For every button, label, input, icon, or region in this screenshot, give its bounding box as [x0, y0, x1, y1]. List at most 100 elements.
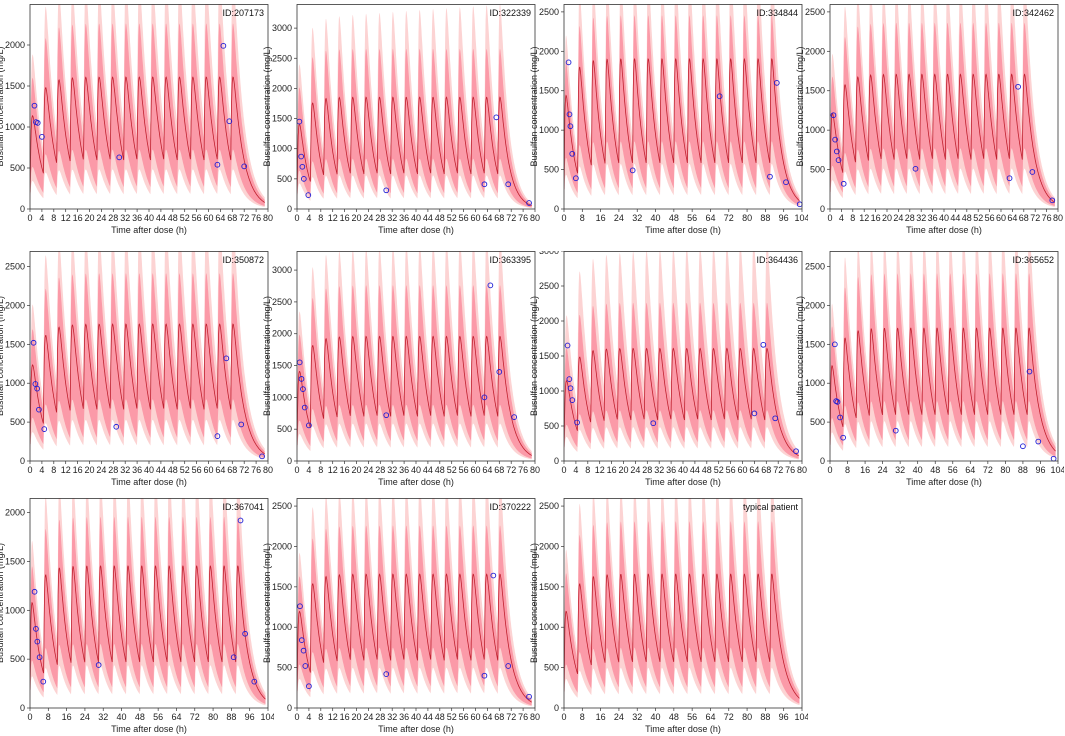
x-tick-label: 76 [518, 213, 528, 223]
x-tick-label: 16 [596, 712, 606, 722]
x-tick-label: 72 [983, 465, 993, 475]
x-tick-label: 40 [651, 213, 661, 223]
y-tick-label: 500 [544, 421, 559, 431]
x-tick-label: 64 [965, 465, 975, 475]
x-tick-label: 60 [737, 465, 747, 475]
x-tick-label: 56 [459, 712, 469, 722]
observed-point [259, 453, 265, 460]
x-tick-label: 0 [27, 712, 32, 722]
x-tick-label: 20 [882, 213, 892, 223]
observed-point [32, 381, 39, 387]
panel-id-label: ID:367041 [222, 502, 264, 512]
x-tick-label: 76 [251, 465, 261, 475]
plot-area [30, 4, 265, 207]
x-tick-label: 8 [318, 712, 323, 722]
x-tick-label: 48 [930, 465, 940, 475]
observed-point [716, 93, 723, 100]
y-tick-label: 1500 [272, 582, 292, 592]
observed-point [835, 157, 842, 163]
x-tick-label: 64 [1007, 213, 1017, 223]
y-tick-label: 1500 [272, 114, 292, 124]
observed-point [300, 386, 306, 392]
x-tick-label: 72 [773, 465, 783, 475]
x-tick-label: 12 [328, 213, 338, 223]
x-tick-label: 40 [411, 465, 421, 475]
x-tick-label: 80 [530, 465, 540, 475]
x-tick-label: 72 [724, 712, 734, 722]
x-tick-label: 104 [1050, 465, 1064, 475]
observed-point [751, 410, 758, 417]
inner-prediction-band [297, 48, 532, 208]
y-axis-label: Busulfan concentration (mg/L) [530, 46, 539, 166]
y-tick-label: 1500 [539, 86, 559, 96]
y-tick-label: 1500 [805, 339, 825, 349]
y-tick-label: 2000 [539, 316, 559, 326]
plot-area [30, 251, 265, 459]
x-tick-label: 32 [387, 213, 397, 223]
y-tick-label: 1000 [272, 144, 292, 154]
x-tick-label: 80 [208, 712, 218, 722]
x-tick-label: 68 [761, 465, 771, 475]
observed-point [772, 415, 779, 422]
x-tick-label: 28 [375, 465, 385, 475]
plot-frame [563, 498, 803, 709]
observed-point [39, 133, 45, 140]
observed-point [567, 123, 574, 130]
observed-point [564, 342, 571, 349]
observed-point [840, 180, 847, 187]
x-tick-label: 8 [51, 213, 56, 223]
y-tick-label: 1000 [539, 125, 559, 135]
x-tick-label: 48 [702, 465, 712, 475]
observed-point [36, 406, 42, 413]
y-tick-label: 0 [554, 204, 559, 214]
x-tick-label: 68 [1019, 213, 1029, 223]
x-tick-label: 96 [245, 712, 255, 722]
observed-point [566, 376, 573, 382]
x-tick-label: 104 [794, 213, 808, 223]
plot-frame [829, 251, 1059, 462]
x-tick-label: 0 [827, 213, 832, 223]
x-tick-label: 88 [760, 712, 770, 722]
inner-prediction-band [830, 273, 1056, 457]
x-tick-label: 64 [749, 465, 759, 475]
x-tick-label: 0 [27, 465, 32, 475]
y-tick-label: 500 [10, 417, 25, 427]
y-axis-label: Busulfan concentration (mg/L) [796, 46, 805, 166]
y-tick-label: 2000 [5, 300, 25, 310]
y-tick-label: 0 [20, 204, 25, 214]
y-tick-label: 3000 [539, 251, 559, 256]
x-tick-label: 8 [580, 712, 585, 722]
x-tick-label: 68 [494, 465, 504, 475]
observed-point [837, 414, 843, 421]
x-tick-label: 60 [203, 465, 213, 475]
x-tick-label: 48 [168, 465, 178, 475]
median-prediction-line [297, 573, 532, 703]
x-tick-label: 56 [153, 712, 163, 722]
x-tick-label: 80 [530, 213, 540, 223]
x-tick-label: 80 [742, 712, 752, 722]
observed-point [830, 112, 837, 119]
chart-panel-2: 0 4 8 12 16 20 24 28 32 36 40 44 48 52 56 60 64 68 72 76 800… [263, 4, 540, 235]
panel-id-label: ID:350872 [222, 255, 264, 265]
observed-point [251, 678, 258, 685]
y-axis-label: Busulfan concentration (mg/L) [263, 543, 272, 663]
x-tick-label: 24 [363, 213, 373, 223]
x-tick-label: 96 [779, 712, 789, 722]
x-tick-label: 40 [651, 712, 661, 722]
observed-point [1035, 438, 1042, 445]
y-tick-label: 0 [554, 456, 559, 466]
x-tick-label: 16 [860, 465, 870, 475]
x-tick-label: 16 [607, 465, 617, 475]
observed-point [238, 421, 245, 428]
observed-point [526, 200, 532, 206]
observed-point [1020, 443, 1026, 450]
x-tick-label: 96 [779, 213, 789, 223]
x-tick-label: 8 [585, 465, 590, 475]
y-tick-label: 2500 [539, 7, 559, 17]
y-tick-label: 1000 [805, 378, 825, 388]
x-tick-label: 20 [351, 213, 361, 223]
median-prediction-line [564, 58, 800, 202]
x-tick-label: 88 [226, 712, 236, 722]
observed-point [831, 341, 838, 348]
x-tick-label: 0 [294, 465, 299, 475]
